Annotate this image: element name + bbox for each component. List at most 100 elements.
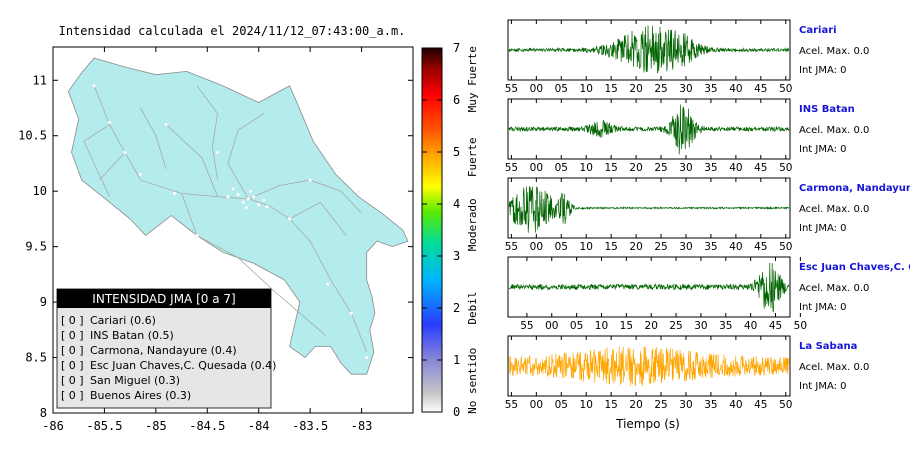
waveform-tick-label: 35 (704, 83, 717, 95)
waveform-tick-label: 55 (505, 241, 518, 253)
waveform-tick-label: 10 (580, 162, 593, 174)
legend-item-station: Buenos Aires (0.3) (90, 389, 191, 402)
waveform-tick-label: 30 (679, 241, 692, 253)
city-points (92, 84, 369, 360)
city-point (215, 150, 220, 155)
city-point (246, 197, 251, 201)
colorbar-category-label: No sentido (466, 348, 479, 414)
waveform-acel-max: Acel. Max. 0.0 (799, 362, 869, 373)
waveform-tick-label: 25 (669, 320, 682, 332)
colorbar-tick-label: 1 (453, 353, 460, 367)
city-point (138, 172, 143, 177)
road-8 (227, 113, 265, 200)
map-x-tick-label: -84.5 (189, 419, 225, 433)
legend-item: [ 0 ] Buenos Aires (0.3) (61, 389, 191, 402)
waveform-tick-label: 10 (580, 241, 593, 253)
legend-item-station: San Miguel (0.3) (90, 374, 180, 387)
waveform-tick-label: 15 (620, 320, 633, 332)
waveform-tick-label: 40 (729, 399, 742, 411)
waveform-tick-label: 30 (679, 162, 692, 174)
colorbar-tick-label: 0 (453, 405, 460, 419)
colorbar-category-label: Moderado (466, 198, 479, 251)
waveform-tick-label: 40 (729, 83, 742, 95)
legend-header: INTENSIDAD JMA [0 a 7] (92, 292, 235, 306)
waveform-tick-label: 25 (654, 162, 667, 174)
city-point (231, 187, 235, 191)
waveform-tick-label: 35 (704, 162, 717, 174)
waveform-tick-label: 25 (654, 241, 667, 253)
waveform-tick-label: 55 (520, 320, 533, 332)
city-point (164, 122, 168, 127)
city-point (251, 194, 256, 199)
waveform-tick-label: 05 (555, 399, 568, 411)
colorbar-tick-label: 7 (453, 41, 460, 55)
waveform-station-name: La Sabana (799, 341, 857, 352)
road-9 (289, 201, 347, 236)
waveform-int-jma: Int JMA: 0 (799, 223, 847, 234)
waveform-tick-label: 45 (754, 241, 767, 253)
map-x-tick-label: -85 (145, 419, 167, 433)
waveform-panel: 55 00 05 10 15 20 25 30 35 40 45 50 Cariari Acel. Max… (505, 19, 869, 95)
colorbar-tick-label: 4 (453, 197, 460, 211)
waveform-tick-label: 10 (580, 399, 593, 411)
waveform-tick-label: 15 (604, 162, 617, 174)
legend-item-intensity: [ 0 ] (61, 329, 84, 342)
waveform-x-label: Tiempo (s) (615, 417, 680, 431)
map-x-tick-label: -84 (248, 419, 270, 433)
colorbar-tick-label: 6 (453, 93, 460, 107)
city-point (241, 200, 246, 205)
waveform-tick-label: 45 (754, 162, 767, 174)
city-point (287, 217, 292, 221)
waveform-tick-label: 35 (704, 241, 717, 253)
legend-item-intensity: [ 0 ] (61, 314, 84, 327)
colorbar-category-label: Debil (466, 291, 479, 324)
legend-item-station: Esc Juan Chaves,C. Quesada (0.4) (90, 359, 276, 372)
city-point (248, 189, 253, 193)
colorbar-tick-label: 3 (453, 249, 460, 263)
legend-item-station: Cariari (0.6) (90, 314, 156, 327)
waveform-tick-label: 35 (704, 399, 717, 411)
waveform-tick-label: 00 (530, 241, 543, 253)
waveform-tick-label: 25 (654, 83, 667, 95)
city-point (195, 233, 199, 238)
city-point (356, 190, 361, 195)
waveform-panel: 55 00 05 10 15 20 25 30 35 40 45 50 Esc Juan Chaves,… (507, 256, 910, 332)
legend-item-station: Carmona, Nandayure (0.4) (90, 344, 237, 357)
map-y-tick-label: 10 (33, 184, 47, 198)
city-point (236, 192, 240, 197)
waveform-tick-label: 05 (555, 83, 568, 95)
intensity-legend: INTENSIDAD JMA [0 a 7] [ 0 ] Cariari (0.6… (56, 288, 276, 409)
waveform-tick-label: 40 (729, 162, 742, 174)
legend-item-intensity: [ 0 ] (61, 374, 84, 387)
waveform-tick-label: 30 (679, 399, 692, 411)
map-y-tick-label: 11 (33, 73, 47, 87)
road-11 (165, 124, 218, 197)
city-point (262, 198, 266, 202)
map-x-tick-label: -85.5 (86, 419, 122, 433)
waveform-tick-label: 15 (604, 83, 617, 95)
map-x-axis: -86 -85.5 -85 -84.5 -84 -83.5 -83 (42, 47, 372, 433)
waveform-trace (508, 186, 790, 233)
road-4 (196, 85, 219, 181)
waveform-tick-label: 35 (719, 320, 732, 332)
waveform-trace (508, 346, 790, 387)
waveform-trace (508, 25, 790, 74)
waveform-tick-label: 10 (595, 320, 608, 332)
map-x-tick-label: -86 (42, 419, 64, 433)
map-y-tick-label: 8.5 (25, 351, 47, 365)
waveform-tick-label: 55 (505, 83, 518, 95)
legend-item: [ 0 ] San Miguel (0.3) (61, 374, 180, 387)
waveform-acel-max: Acel. Max. 0.0 (799, 46, 869, 57)
road-7 (140, 107, 167, 170)
waveform-int-jma: Int JMA: 0 (799, 65, 847, 76)
map-y-tick-label: 9 (40, 295, 47, 309)
waveform-trace (508, 262, 790, 313)
map-y-tick-label: 9.5 (25, 240, 47, 254)
legend-item-intensity: [ 0 ] (61, 359, 84, 372)
waveform-tick-label: 20 (629, 83, 642, 95)
map-y-tick-label: 8 (40, 406, 47, 420)
legend-item: [ 0 ] Esc Juan Chaves,C. Quesada (0.4) (61, 359, 276, 372)
waveform-tick-label: 15 (604, 399, 617, 411)
waveform-tick-label: 25 (654, 399, 667, 411)
waveform-acel-max: Acel. Max. 0.0 (799, 125, 869, 136)
